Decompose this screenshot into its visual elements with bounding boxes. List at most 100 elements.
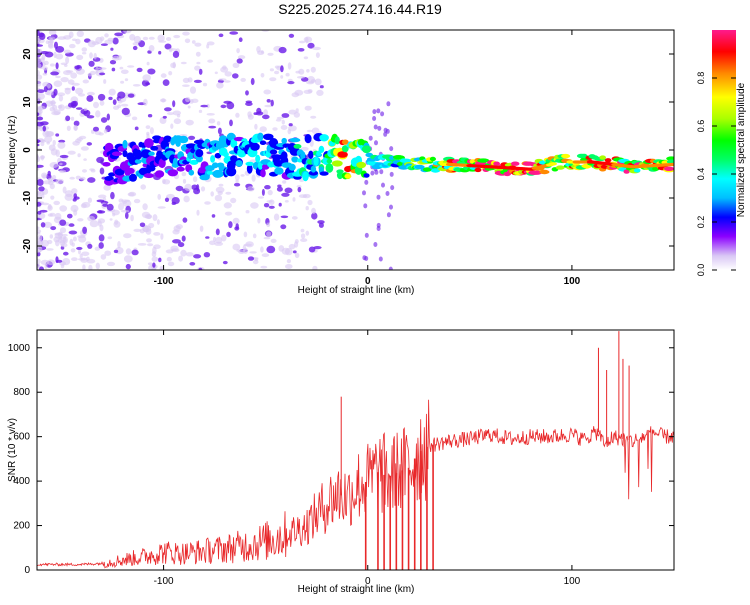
spectrogram-speckle bbox=[185, 119, 194, 126]
spectrogram-speckle bbox=[99, 100, 105, 106]
spectrogram-speckle bbox=[93, 101, 99, 109]
spectrogram-speckle bbox=[188, 135, 196, 140]
spectrogram-speckle bbox=[55, 62, 59, 70]
spectrogram-blob bbox=[125, 167, 135, 174]
spectrogram-speckle bbox=[256, 107, 262, 114]
spectrogram-speckle bbox=[37, 44, 43, 47]
spectrogram-speckle bbox=[107, 37, 114, 42]
spectrogram-speckle bbox=[263, 89, 272, 95]
spectrogram-speckle bbox=[59, 227, 67, 234]
spectrogram-speckle bbox=[113, 105, 120, 110]
spectrogram-speckle bbox=[140, 184, 146, 190]
spectrogram-speckle bbox=[114, 32, 123, 37]
spectrogram-speckle bbox=[170, 245, 179, 252]
spectrogram-speckle bbox=[259, 126, 267, 133]
spectrogram-speckle bbox=[47, 41, 53, 48]
spectrogram-speckle bbox=[53, 80, 63, 87]
spectrogram-speckle bbox=[52, 139, 56, 146]
spectrogram-y-tick-label: 0 bbox=[22, 147, 33, 153]
spectrogram-speckle bbox=[86, 142, 93, 146]
spectrogram-speckle bbox=[218, 33, 224, 38]
spectrogram-speckle bbox=[181, 171, 187, 177]
spectrogram-blob bbox=[111, 151, 123, 157]
spectrogram-speckle bbox=[310, 115, 317, 119]
spectrogram-speckle bbox=[75, 175, 81, 180]
colorbar-tick-label: 0.0 bbox=[696, 264, 706, 277]
spectrogram-speckle bbox=[269, 68, 274, 72]
spectrogram-blob bbox=[539, 169, 550, 175]
spectrogram-speckle bbox=[48, 180, 54, 186]
spectrogram-speckle bbox=[99, 167, 105, 175]
spectrogram-speckle bbox=[264, 104, 273, 108]
spectrogram-speckle bbox=[82, 226, 87, 234]
spectrogram-speckle bbox=[182, 178, 187, 184]
spectrogram-speckle bbox=[266, 245, 276, 254]
spectrogram-speckle bbox=[222, 65, 227, 70]
spectrogram-speckle bbox=[196, 61, 201, 65]
spectrogram-speckle bbox=[57, 141, 66, 149]
spectrogram-speckle bbox=[228, 221, 233, 229]
spectrogram-speckle bbox=[191, 184, 198, 190]
spectrogram-blob bbox=[235, 160, 243, 167]
spectrogram-speckle bbox=[83, 109, 91, 117]
spectrogram-speckle bbox=[208, 125, 217, 129]
spectrogram-speckle bbox=[257, 196, 264, 199]
spectrogram-speckle bbox=[42, 72, 48, 76]
spectrogram-speckle bbox=[205, 236, 210, 239]
spectrogram-speckle bbox=[250, 77, 255, 86]
spectrogram-blob bbox=[530, 170, 543, 175]
spectrogram-speckle bbox=[380, 111, 385, 117]
spectrogram-speckle bbox=[300, 228, 305, 233]
spectrogram-speckle bbox=[80, 257, 88, 263]
spectrogram-blob bbox=[582, 164, 591, 169]
spectrogram-core bbox=[550, 162, 557, 166]
spectrogram-blob bbox=[633, 168, 641, 173]
spectrogram-speckle bbox=[196, 209, 200, 216]
spectrogram-speckle bbox=[81, 251, 90, 257]
spectrogram-speckle bbox=[223, 202, 232, 209]
spectrogram-speckle bbox=[306, 81, 315, 85]
spectrogram-speckle bbox=[183, 195, 190, 203]
spectrogram-speckle bbox=[204, 201, 211, 205]
spectrogram-speckle bbox=[49, 234, 53, 239]
spectrogram-speckle bbox=[127, 93, 135, 98]
spectrogram-speckle bbox=[103, 79, 107, 84]
spectrogram-speckle bbox=[226, 231, 231, 238]
spectrogram-speckle bbox=[376, 226, 381, 231]
spectrogram-speckle bbox=[254, 123, 258, 130]
spectrogram-speckle bbox=[288, 123, 293, 127]
spectrogram-speckle bbox=[364, 179, 369, 185]
spectrogram-speckle bbox=[312, 46, 321, 51]
spectrogram-speckle bbox=[39, 266, 44, 270]
spectrogram-speckle bbox=[66, 125, 71, 131]
spectrogram-blob bbox=[493, 161, 500, 166]
spectrogram-speckle bbox=[100, 117, 108, 123]
spectrogram-speckle bbox=[86, 115, 95, 119]
spectrogram-speckle bbox=[104, 250, 112, 256]
spectrogram-speckle bbox=[314, 78, 322, 86]
spectrogram-speckle bbox=[55, 53, 64, 60]
spectrogram-blob bbox=[555, 165, 565, 170]
spectrogram-speckle bbox=[214, 241, 224, 246]
spectrogram-speckle bbox=[294, 89, 304, 96]
spectrogram-speckle bbox=[220, 104, 227, 109]
spectrogram-speckle bbox=[107, 236, 113, 240]
spectrogram-speckle bbox=[363, 203, 368, 209]
spectrogram-speckle bbox=[203, 252, 211, 258]
spectrogram-speckle bbox=[273, 213, 280, 221]
spectrogram-speckle bbox=[288, 33, 295, 38]
snr-x-label: Height of straight line (km) bbox=[298, 584, 415, 595]
spectrogram-speckle bbox=[250, 202, 259, 209]
spectrogram-speckle bbox=[63, 49, 71, 54]
spectrogram-speckle bbox=[383, 131, 388, 137]
spectrogram-speckle bbox=[362, 190, 366, 196]
spectrogram-speckle bbox=[385, 128, 390, 134]
spectrogram-speckle bbox=[260, 73, 265, 78]
spectrogram-speckle bbox=[72, 236, 77, 242]
spectrogram-speckle bbox=[390, 185, 395, 191]
spectrogram-speckle bbox=[37, 143, 40, 147]
spectrogram-speckle bbox=[117, 91, 126, 99]
spectrogram-speckle bbox=[97, 93, 106, 101]
spectrogram-speckle bbox=[166, 256, 172, 262]
